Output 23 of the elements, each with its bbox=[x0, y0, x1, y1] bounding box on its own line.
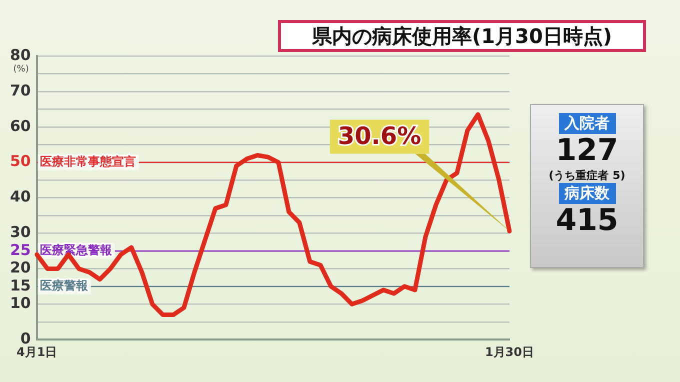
y-tick-label: 25 bbox=[10, 240, 31, 259]
text: 病床数 bbox=[558, 183, 616, 204]
y-axis-title: (%) bbox=[13, 64, 29, 74]
ref-line-label: 医療警報 bbox=[40, 278, 89, 293]
chart-title: 県内の病床使用率(1月30日時点) bbox=[278, 20, 646, 52]
text: (うち重症者 5) bbox=[548, 168, 626, 183]
x-tick-label: 1月30日 bbox=[484, 344, 534, 359]
annotation: 30.6% bbox=[338, 122, 422, 150]
y-tick-label: 15 bbox=[10, 276, 31, 294]
ref-line-label: 医療非常事態宣言 bbox=[40, 154, 136, 168]
text: 127 bbox=[554, 133, 620, 168]
y-tick-label: 80 bbox=[10, 46, 31, 64]
text: 415 bbox=[554, 203, 620, 238]
y-tick-label: 60 bbox=[10, 116, 31, 135]
y-tick-label: 0 bbox=[20, 329, 31, 348]
y-tick-label: 20 bbox=[10, 258, 31, 277]
x-tick-label: 4月1日 bbox=[16, 344, 58, 359]
y-tick-label: 40 bbox=[10, 188, 31, 206]
y-tick-label: 30 bbox=[10, 223, 31, 242]
y-tick-label: 10 bbox=[10, 294, 31, 312]
y-tick-label: 50 bbox=[10, 152, 31, 170]
text: 入院者 bbox=[558, 113, 616, 134]
y-tick-label: 70 bbox=[10, 81, 31, 100]
